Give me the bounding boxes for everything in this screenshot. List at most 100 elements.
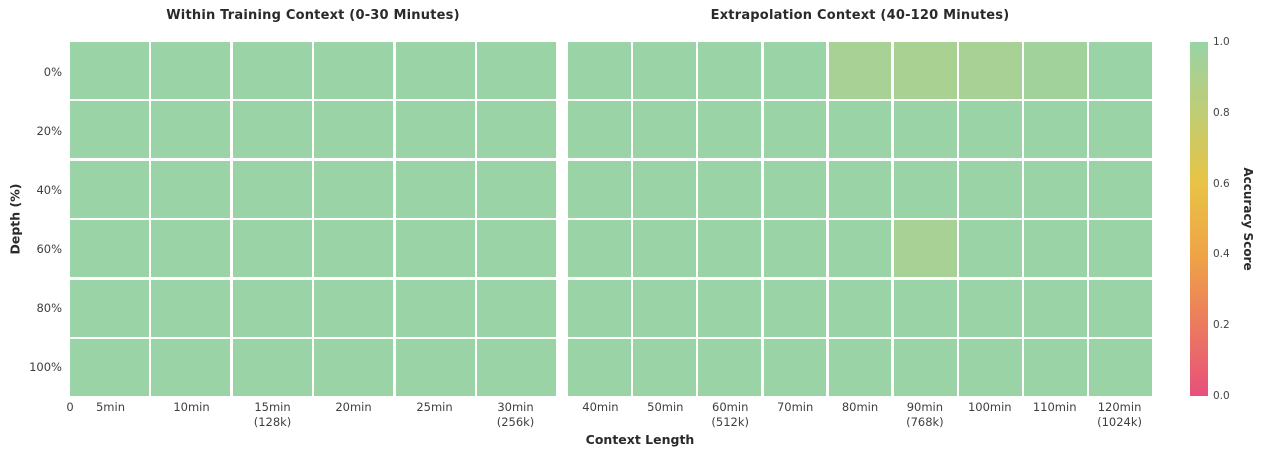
heatmap-cell	[763, 279, 827, 337]
heatmap-cell	[70, 279, 149, 337]
x-tick-label: 50min	[647, 400, 684, 414]
heatmap-cell	[314, 339, 394, 396]
heatmap-cell	[1089, 220, 1152, 278]
heatmap-cell	[70, 160, 149, 218]
heatmap-cell	[1024, 160, 1087, 218]
heatmap-cell	[828, 101, 892, 159]
heatmap-cell	[828, 160, 892, 218]
heatmap-cell	[70, 339, 149, 396]
heatmap-cell	[395, 279, 475, 337]
heatmap-cell	[232, 339, 312, 396]
heatmap-cell	[1024, 101, 1087, 159]
heatmap-cell	[698, 42, 761, 99]
x-axis-label: Context Length	[585, 432, 695, 447]
heatmap-cell	[763, 101, 827, 159]
y-tick-label: 0%	[43, 64, 62, 79]
heatmap-cell	[959, 42, 1022, 99]
colorbar-tick: 0.6	[1213, 177, 1230, 190]
heatmap-cell	[1089, 42, 1152, 99]
heatmap-cell	[477, 279, 556, 337]
colorbar-tick-labels: 1.0 0.8 0.6 0.4 0.2 0.0	[1213, 36, 1243, 402]
heatmap-cell	[395, 101, 475, 159]
heatmap-cell	[763, 42, 827, 99]
heatmap-cell	[232, 160, 312, 218]
heatmap-cell	[232, 42, 312, 99]
y-tick-label: 80%	[36, 300, 62, 315]
panel-title-extrapolation: Extrapolation Context (40-120 Minutes)	[710, 8, 1010, 23]
heatmap-cell	[395, 160, 475, 218]
heatmap-cell	[568, 220, 631, 278]
heatmap-cell	[1024, 220, 1087, 278]
heatmap-cell	[1024, 339, 1087, 396]
x-tick-label: 30min (256k)	[496, 400, 535, 429]
heatmap-cell	[477, 42, 556, 99]
x-tick-label: 10min	[173, 400, 210, 414]
heatmap-cell	[151, 42, 231, 99]
x-tick-label: 40min	[582, 400, 619, 414]
heatmap-cell	[477, 101, 556, 159]
heatmap-extrapolation	[568, 42, 1152, 396]
heatmap-cell	[893, 42, 957, 99]
heatmap-cell	[1024, 42, 1087, 99]
heatmap-cell	[314, 220, 394, 278]
x-tick-label: 5min	[95, 400, 125, 414]
heatmap-cell	[698, 101, 761, 159]
heatmap-cell	[1089, 279, 1152, 337]
heatmap-cell	[1089, 160, 1152, 218]
y-tick-label: 100%	[29, 359, 62, 374]
heatmap-cell	[568, 42, 631, 99]
heatmap-cell	[314, 160, 394, 218]
heatmap-cell	[232, 101, 312, 159]
heatmap-cell	[893, 220, 957, 278]
x-tick-label: 80min	[841, 400, 879, 414]
x-tick-label: 15min (128k)	[253, 400, 292, 429]
heatmap-cell	[828, 42, 892, 99]
y-axis-tick-labels: 0% 20% 40% 60% 80% 100%	[0, 42, 62, 396]
heatmap-cell	[633, 279, 696, 337]
heatmap-cell	[763, 160, 827, 218]
heatmap-cell	[395, 42, 475, 99]
x-axis-ticks-within-training: 5min 10min 15min (128k) 20min 25min 30min (256k…	[70, 400, 556, 430]
heatmap-cell	[763, 220, 827, 278]
heatmap-cell	[828, 339, 892, 396]
heatmap-cell	[959, 220, 1022, 278]
colorbar-tick: 0.4	[1213, 248, 1230, 261]
heatmap-cell	[314, 101, 394, 159]
y-tick-label: 20%	[36, 123, 62, 138]
heatmap-cell	[959, 339, 1022, 396]
heatmap-cell	[698, 279, 761, 337]
y-tick-label: 60%	[36, 241, 62, 256]
x-axis-ticks-extrapolation: 40min 50min 60min (512k) 70min 80min 90min (768…	[568, 400, 1152, 430]
heatmap-cell	[1024, 279, 1087, 337]
heatmap-cell	[698, 160, 761, 218]
heatmap-cell	[633, 42, 696, 99]
heatmap-cell	[232, 220, 312, 278]
heatmap-cell	[477, 220, 556, 278]
x-axis-origin-tick: 0	[66, 400, 74, 414]
heatmap-cell	[477, 160, 556, 218]
heatmap-cell	[151, 160, 231, 218]
x-tick-label: 60min (512k)	[711, 400, 749, 429]
heatmap-cell	[828, 279, 892, 337]
heatmap-within-training	[70, 42, 556, 396]
heatmap-cell	[151, 220, 231, 278]
y-tick-label: 40%	[36, 182, 62, 197]
heatmap-cell	[828, 220, 892, 278]
heatmap-cell	[568, 160, 631, 218]
heatmap-cell	[633, 101, 696, 159]
heatmap-cell	[959, 160, 1022, 218]
colorbar-gradient	[1190, 42, 1208, 396]
panel-title-within-training: Within Training Context (0-30 Minutes)	[166, 8, 460, 23]
heatmap-cell	[959, 279, 1022, 337]
colorbar-label: Accuracy Score	[1241, 167, 1255, 271]
heatmap-cell	[959, 101, 1022, 159]
heatmap-cell	[232, 279, 312, 337]
heatmap-cell	[395, 220, 475, 278]
colorbar-tick: 1.0	[1213, 36, 1230, 48]
heatmap-cell	[70, 101, 149, 159]
heatmap-cell	[698, 339, 761, 396]
heatmap-cell	[314, 279, 394, 337]
heatmap-cell	[70, 220, 149, 278]
heatmap-cell	[477, 339, 556, 396]
